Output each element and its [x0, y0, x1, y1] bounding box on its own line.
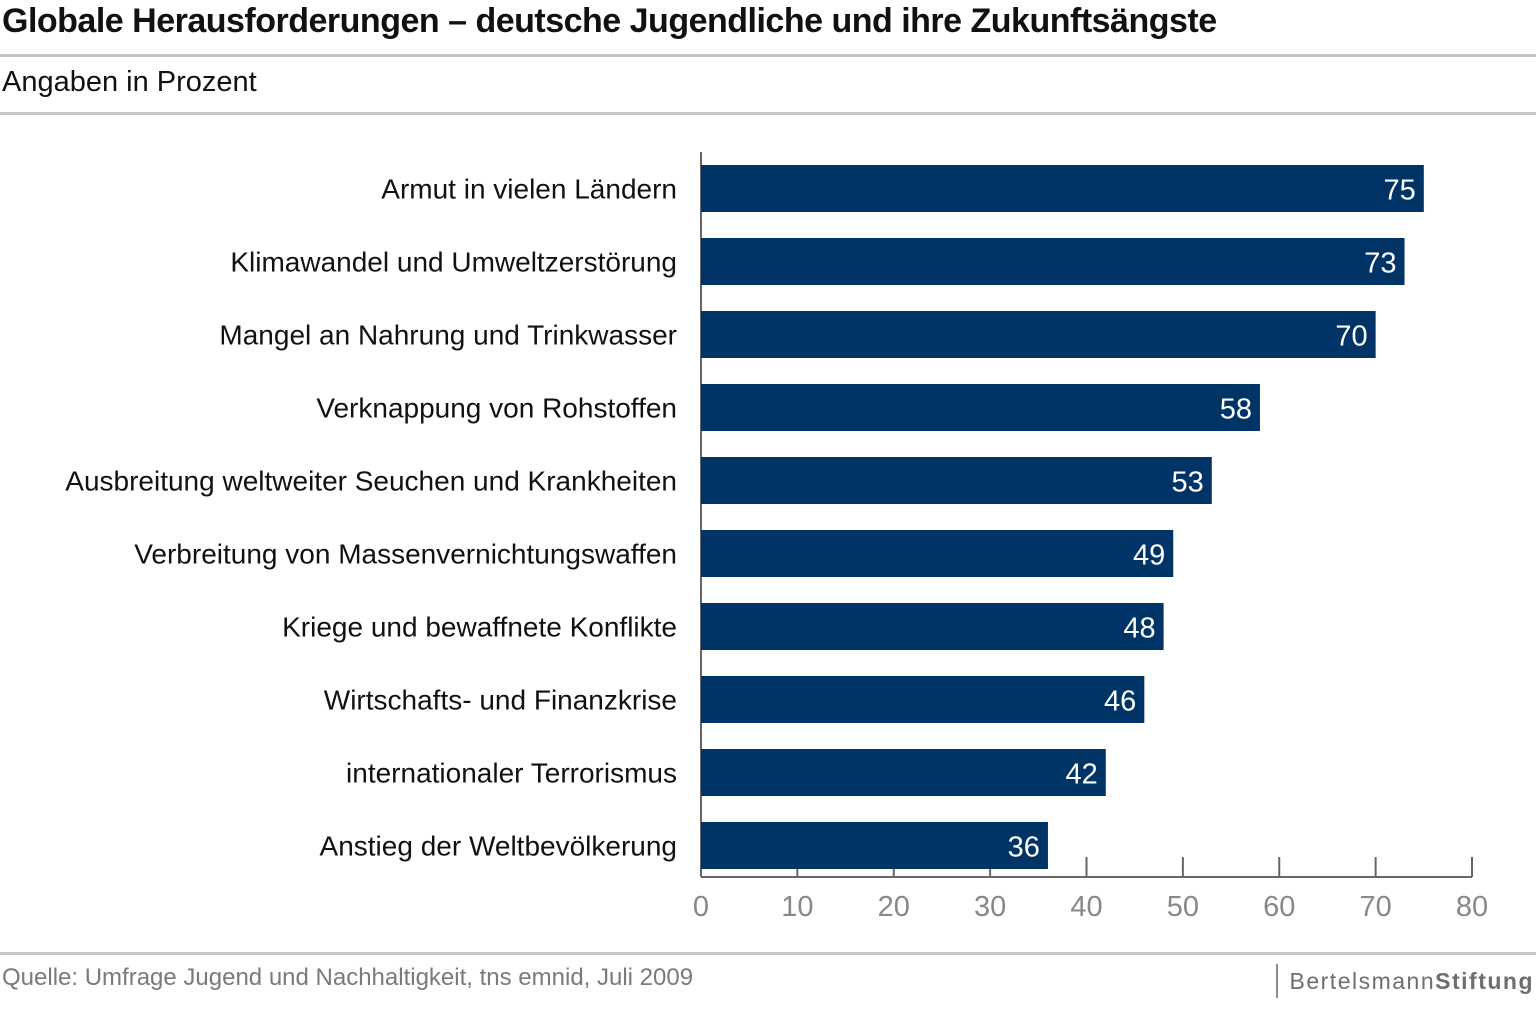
bar — [701, 749, 1106, 796]
category-label: Mangel an Nahrung und Trinkwasser — [219, 320, 677, 351]
bar — [701, 384, 1260, 431]
bar — [701, 457, 1212, 504]
x-tick-label: 50 — [1167, 891, 1199, 923]
category-label: Anstieg der Weltbevölkerung — [320, 831, 677, 862]
bar — [701, 238, 1405, 285]
bar-value-label: 58 — [1220, 394, 1252, 426]
bar-value-label: 73 — [1364, 248, 1396, 280]
logo-text-bertelsmann: Bertelsmann — [1289, 967, 1436, 994]
footer-divider — [0, 952, 1536, 955]
category-label: Verknappung von Rohstoffen — [316, 393, 677, 424]
x-tick-label: 40 — [1070, 891, 1102, 923]
bar-value-label: 42 — [1066, 759, 1098, 791]
source-note: Quelle: Umfrage Jugend und Nachhaltigkei… — [2, 964, 694, 991]
x-tick-label: 70 — [1359, 891, 1391, 923]
bar — [701, 822, 1048, 869]
bar-value-label: 49 — [1133, 540, 1165, 572]
bar-value-label: 36 — [1008, 832, 1040, 864]
bar — [701, 676, 1145, 723]
x-tick-label: 0 — [693, 891, 709, 923]
bertelsmann-stiftung-logo: Bertelsmann Stiftung — [1275, 964, 1534, 998]
x-tick-label: 60 — [1263, 891, 1295, 923]
bar — [701, 165, 1424, 212]
chart-title: Globale Herausforderungen – deutsche Jug… — [2, 2, 1217, 40]
chart-subtitle: Angaben in Prozent — [2, 66, 257, 98]
category-label: Armut in vielen Ländern — [381, 174, 677, 205]
title-divider — [0, 54, 1536, 57]
bar-value-label: 70 — [1335, 321, 1367, 353]
logo-text-stiftung: Stiftung — [1435, 967, 1534, 994]
category-label: Kriege und bewaffnete Konflikte — [282, 612, 677, 643]
bar — [701, 311, 1376, 358]
category-label: Klimawandel und Umweltzerstörung — [230, 247, 677, 278]
bar — [701, 530, 1174, 577]
x-tick-label: 30 — [974, 891, 1006, 923]
subtitle-divider — [0, 112, 1536, 115]
bar — [701, 603, 1164, 650]
bar-value-label: 46 — [1104, 686, 1136, 718]
x-tick-label: 20 — [878, 891, 910, 923]
x-tick-label: 10 — [781, 891, 813, 923]
bar-value-label: 53 — [1172, 467, 1204, 499]
category-label: Wirtschafts- und Finanzkrise — [324, 685, 677, 716]
x-tick-label: 80 — [1456, 891, 1488, 923]
bar-value-label: 75 — [1384, 175, 1416, 207]
category-label: internationaler Terrorismus — [346, 758, 677, 789]
category-label: Ausbreitung weltweiter Seuchen und Krank… — [65, 466, 677, 497]
bar-value-label: 48 — [1123, 613, 1155, 645]
category-label: Verbreitung von Massenvernichtungswaffen — [134, 539, 677, 570]
